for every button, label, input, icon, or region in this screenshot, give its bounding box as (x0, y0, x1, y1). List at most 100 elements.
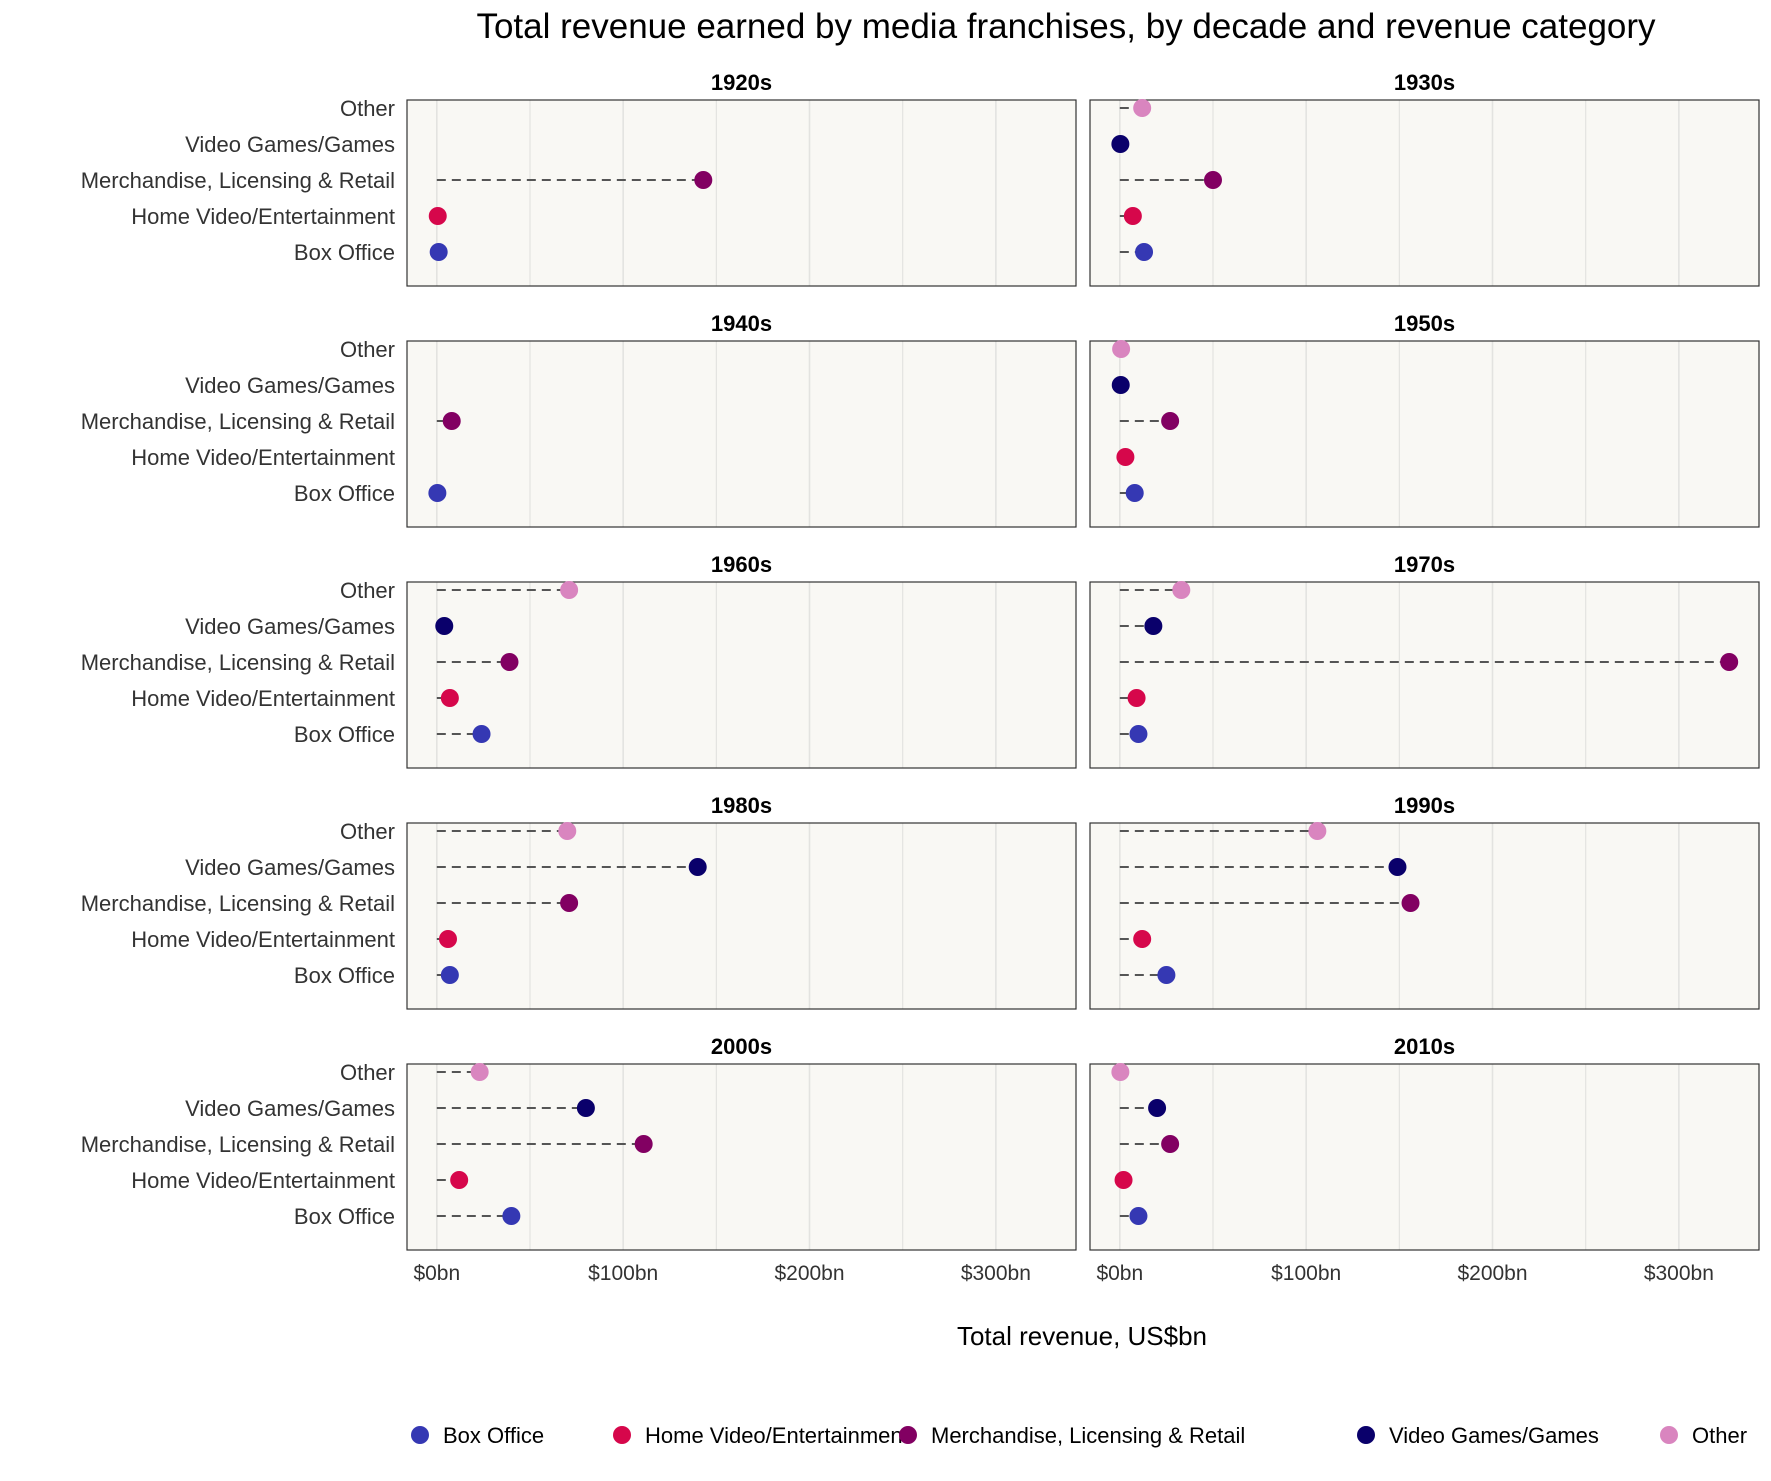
y-tick-label: Other (340, 819, 395, 844)
y-tick-label: Other (340, 96, 395, 121)
x-tick-label: $0bn (1096, 1262, 1143, 1285)
y-tick-label: Other (340, 1060, 395, 1085)
panel-title: 1990s (1394, 793, 1455, 818)
x-tick-label: $0bn (413, 1262, 460, 1285)
y-tick-label: Video Games/Games (185, 132, 395, 157)
legend-label: Other (1692, 1423, 1747, 1448)
panel-background (1090, 341, 1759, 527)
point-box-office (1129, 725, 1148, 743)
legend-label: Video Games/Games (1389, 1423, 1599, 1448)
panel-frame (406, 99, 1077, 287)
point-merchandise (694, 171, 713, 189)
point-other (1172, 581, 1191, 599)
point-merchandise (560, 894, 579, 912)
x-tick-label: $100bn (1271, 1262, 1341, 1285)
y-tick-label: Merchandise, Licensing & Retail (81, 891, 395, 916)
panel-title: 1940s (711, 311, 772, 336)
y-tick-label: Merchandise, Licensing & Retail (81, 168, 395, 193)
legend-label: Home Video/Entertainment (645, 1423, 909, 1448)
point-other (1112, 340, 1131, 358)
point-other (1133, 99, 1152, 117)
point-video-games (1144, 617, 1163, 635)
point-merchandise (1401, 894, 1420, 912)
point-other (470, 1063, 489, 1081)
panel-title: 2000s (711, 1034, 772, 1059)
panel-1920s: 1920s Box Office Home Video/Entertainment M… (81, 70, 1077, 287)
x-tick-label: $100bn (588, 1262, 658, 1285)
point-merchandise (500, 653, 519, 671)
panel-1960s: 1960s Box Office Home Video/Entertainment M… (81, 552, 1077, 769)
point-box-office (502, 1207, 521, 1225)
y-tick-label: Box Office (294, 240, 395, 265)
y-tick-label: Box Office (294, 1204, 395, 1229)
y-tick-label: Other (340, 578, 395, 603)
panel-background (1090, 100, 1759, 286)
point-home-video (1114, 1171, 1133, 1189)
point-video-games (1111, 376, 1130, 394)
panel-1950s: 1950s (1089, 311, 1760, 528)
x-tick-label: $200bn (774, 1262, 844, 1285)
panel-title: 1970s (1394, 552, 1455, 577)
legend-label: Merchandise, Licensing & Retail (931, 1423, 1245, 1448)
point-home-video (440, 689, 459, 707)
point-video-games (576, 1099, 595, 1117)
y-tick-label: Merchandise, Licensing & Retail (81, 409, 395, 434)
panel-1990s: 1990s (1089, 793, 1760, 1010)
chart-title: Total revenue earned by media franchises… (476, 7, 1656, 46)
point-home-video (450, 1171, 469, 1189)
point-merchandise (1161, 1135, 1180, 1153)
point-home-video (1133, 930, 1152, 948)
point-other (1308, 822, 1327, 840)
point-box-office (472, 725, 491, 743)
point-box-office (440, 966, 459, 984)
y-tick-label: Home Video/Entertainment (131, 927, 395, 952)
point-video-games (688, 858, 707, 876)
x-tick-label: $300bn (1644, 1262, 1714, 1285)
panel-background (407, 823, 1076, 1009)
panel-title: 1960s (711, 552, 772, 577)
y-tick-label: Home Video/Entertainment (131, 1168, 395, 1193)
point-merchandise (442, 412, 461, 430)
legend-swatch (1357, 1426, 1375, 1444)
panels-layer: 1920s Box Office Home Video/Entertainment M… (81, 70, 1760, 1285)
panel-background (1090, 823, 1759, 1009)
point-home-video (1116, 448, 1135, 466)
x-tick-label: $200bn (1457, 1262, 1527, 1285)
y-tick-label: Video Games/Games (185, 373, 395, 398)
legend-item-other: Other (1660, 1423, 1747, 1448)
panel-frame (1089, 99, 1760, 287)
point-home-video (428, 207, 447, 225)
y-tick-label: Merchandise, Licensing & Retail (81, 650, 395, 675)
point-box-office (429, 243, 448, 261)
legend-item-merchandise: Merchandise, Licensing & Retail (899, 1423, 1245, 1448)
panel-background (407, 341, 1076, 527)
legend-swatch (1660, 1426, 1678, 1444)
panel-frame (406, 340, 1077, 528)
panel-title: 1980s (711, 793, 772, 818)
legend-swatch (899, 1426, 917, 1444)
panel-1930s: 1930s (1089, 70, 1760, 287)
panel-1970s: 1970s (1089, 552, 1760, 769)
point-video-games (1388, 858, 1407, 876)
y-tick-label: Home Video/Entertainment (131, 686, 395, 711)
panel-background (407, 100, 1076, 286)
y-tick-label: Other (340, 337, 395, 362)
point-box-office (1157, 966, 1176, 984)
point-home-video (1123, 207, 1142, 225)
panel-frame (1089, 822, 1760, 1010)
point-box-office (1135, 243, 1154, 261)
legend: Box Office Home Video/Entertainment Mercha… (411, 1423, 1747, 1448)
y-tick-label: Home Video/Entertainment (131, 204, 395, 229)
point-box-office (1125, 484, 1144, 502)
point-other (560, 581, 579, 599)
panel-1940s: 1940s Box Office Home Video/Entertainment M… (81, 311, 1077, 528)
panel-title: 1920s (711, 70, 772, 95)
panel-frame (406, 581, 1077, 769)
panel-background (1090, 1064, 1759, 1250)
legend-label: Box Office (443, 1423, 544, 1448)
x-axis-label: Total revenue, US$bn (957, 1321, 1207, 1351)
y-tick-label: Box Office (294, 481, 395, 506)
y-tick-label: Video Games/Games (185, 1096, 395, 1121)
legend-swatch (613, 1426, 631, 1444)
